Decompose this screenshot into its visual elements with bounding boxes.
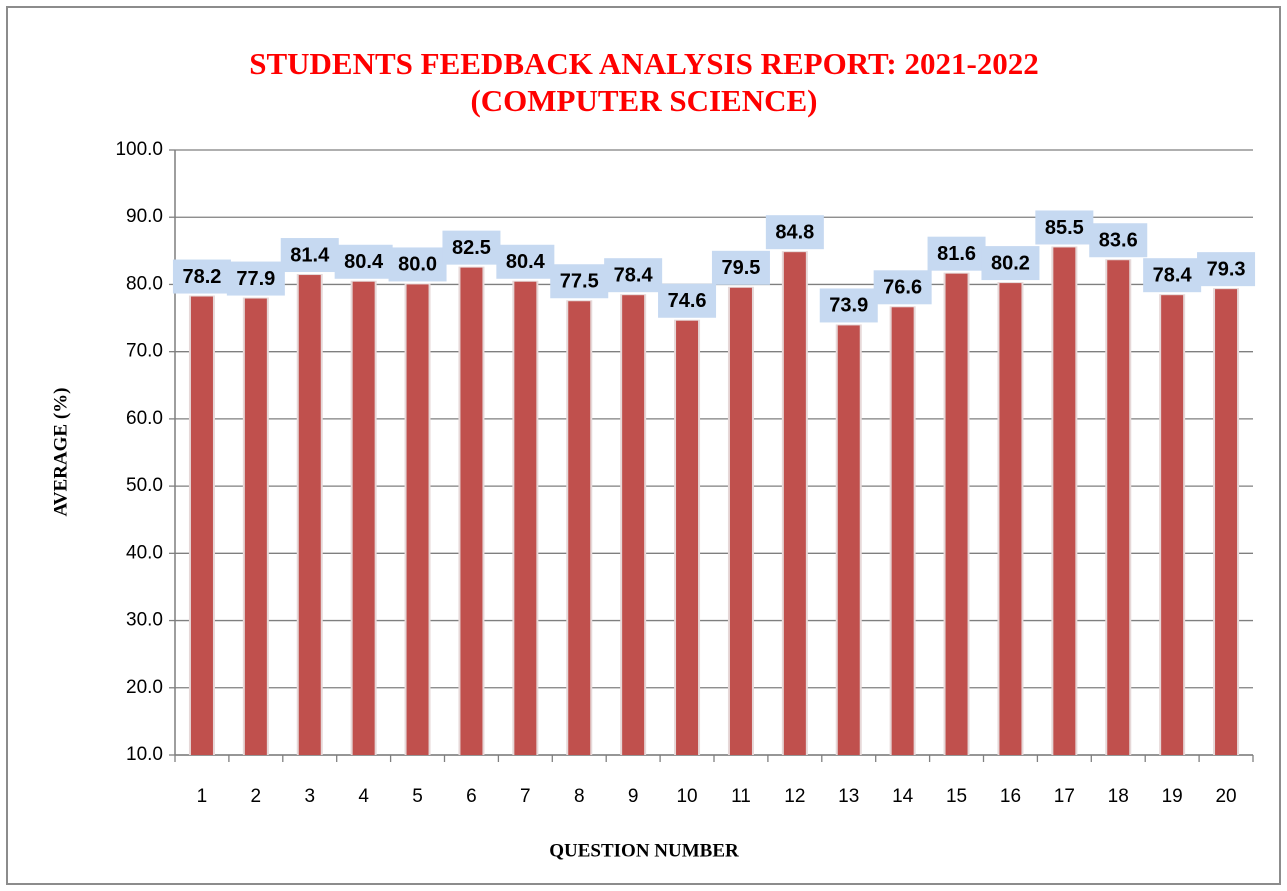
x-tick-label: 18 [1108, 786, 1129, 807]
data-label-box [226, 261, 285, 296]
x-tick-label: 7 [520, 786, 531, 807]
x-tick-label: 4 [358, 786, 369, 807]
x-axis-label: QUESTION NUMBER [549, 840, 739, 861]
data-label: 74.6 [668, 290, 707, 312]
bar [891, 307, 914, 755]
data-label-box [981, 246, 1040, 281]
data-label-box [172, 259, 231, 294]
data-label: 80.2 [991, 252, 1030, 274]
x-tick-label: 3 [304, 786, 315, 807]
bar [568, 301, 591, 755]
x-tick-label: 6 [466, 786, 477, 807]
data-label-box [658, 283, 717, 318]
data-label: 79.3 [1207, 258, 1246, 280]
bar [1161, 295, 1184, 755]
x-tick-label: 19 [1162, 786, 1183, 807]
x-tick-label: 8 [574, 786, 585, 807]
chart-title: STUDENTS FEEDBACK ANALYSIS REPORT: 2021-… [249, 46, 1039, 81]
y-tick-label: 70.0 [126, 341, 163, 362]
data-label: 81.6 [937, 243, 976, 265]
bar [622, 295, 645, 755]
x-tick-label: 2 [251, 786, 262, 807]
data-label: 79.5 [721, 257, 760, 279]
bar [1107, 260, 1130, 755]
bar [945, 273, 968, 755]
x-tick-label: 17 [1054, 786, 1075, 807]
data-label-box [280, 238, 339, 273]
data-label-box [819, 288, 878, 323]
x-tick-label: 5 [412, 786, 423, 807]
data-label: 78.4 [614, 264, 654, 286]
chart-title: (COMPUTER SCIENCE) [470, 83, 817, 118]
data-label: 83.6 [1099, 230, 1138, 252]
bar [1053, 247, 1076, 755]
data-label-box [1035, 210, 1094, 245]
data-label: 84.8 [775, 221, 814, 243]
data-label: 80.4 [344, 251, 384, 273]
data-label-box [550, 264, 609, 299]
x-tick-label: 15 [946, 786, 967, 807]
data-label-box [388, 247, 447, 282]
bar [352, 281, 375, 755]
data-label-box [927, 236, 986, 271]
y-tick-label: 40.0 [126, 542, 163, 563]
x-tick-label: 13 [838, 786, 859, 807]
data-label: 80.0 [398, 254, 437, 276]
bar [190, 296, 213, 755]
x-tick-label: 11 [731, 786, 751, 807]
data-label-box [1197, 252, 1256, 287]
y-tick-label: 20.0 [126, 677, 163, 698]
y-axis-label: AVERAGE (%) [50, 388, 71, 517]
data-label-box [1143, 258, 1202, 293]
bar [783, 252, 806, 755]
data-label-box [442, 230, 501, 265]
y-tick-label: 60.0 [126, 408, 163, 429]
y-tick-label: 80.0 [126, 273, 163, 294]
bar [999, 283, 1022, 755]
bar [514, 281, 537, 755]
y-tick-label: 90.0 [126, 206, 163, 227]
data-label: 80.4 [506, 251, 546, 273]
x-tick-label: 9 [628, 786, 639, 807]
bar [406, 284, 429, 755]
bar [460, 267, 483, 755]
data-label: 77.9 [236, 268, 275, 290]
data-label: 77.5 [560, 271, 599, 293]
data-label: 73.9 [829, 295, 868, 317]
bar [729, 287, 752, 755]
y-tick-label: 10.0 [126, 744, 163, 765]
bar [1215, 289, 1238, 755]
data-label: 76.6 [883, 277, 922, 299]
bar [298, 275, 321, 755]
data-label-box [873, 270, 932, 305]
bar [676, 320, 699, 755]
x-tick-label: 16 [1000, 786, 1021, 807]
x-tick-label: 14 [892, 786, 914, 807]
data-label: 85.5 [1045, 217, 1084, 239]
data-label-box [334, 244, 393, 279]
y-tick-label: 30.0 [126, 610, 163, 631]
data-label-box [1089, 223, 1148, 258]
y-tick-label: 50.0 [126, 475, 163, 496]
data-label: 81.4 [290, 244, 330, 266]
data-label-box [496, 244, 555, 279]
bar [244, 298, 267, 755]
x-tick-label: 10 [676, 786, 697, 807]
data-label: 78.4 [1153, 264, 1193, 286]
data-label: 78.2 [182, 266, 221, 288]
y-tick-label: 100.0 [115, 139, 163, 160]
data-label-box [711, 250, 770, 285]
data-label: 82.5 [452, 237, 491, 259]
x-tick-label: 20 [1215, 786, 1236, 807]
data-label-box [765, 215, 824, 250]
bar [837, 325, 860, 755]
data-label-box [604, 258, 663, 293]
x-tick-label: 1 [197, 786, 208, 807]
x-tick-label: 12 [784, 786, 805, 807]
